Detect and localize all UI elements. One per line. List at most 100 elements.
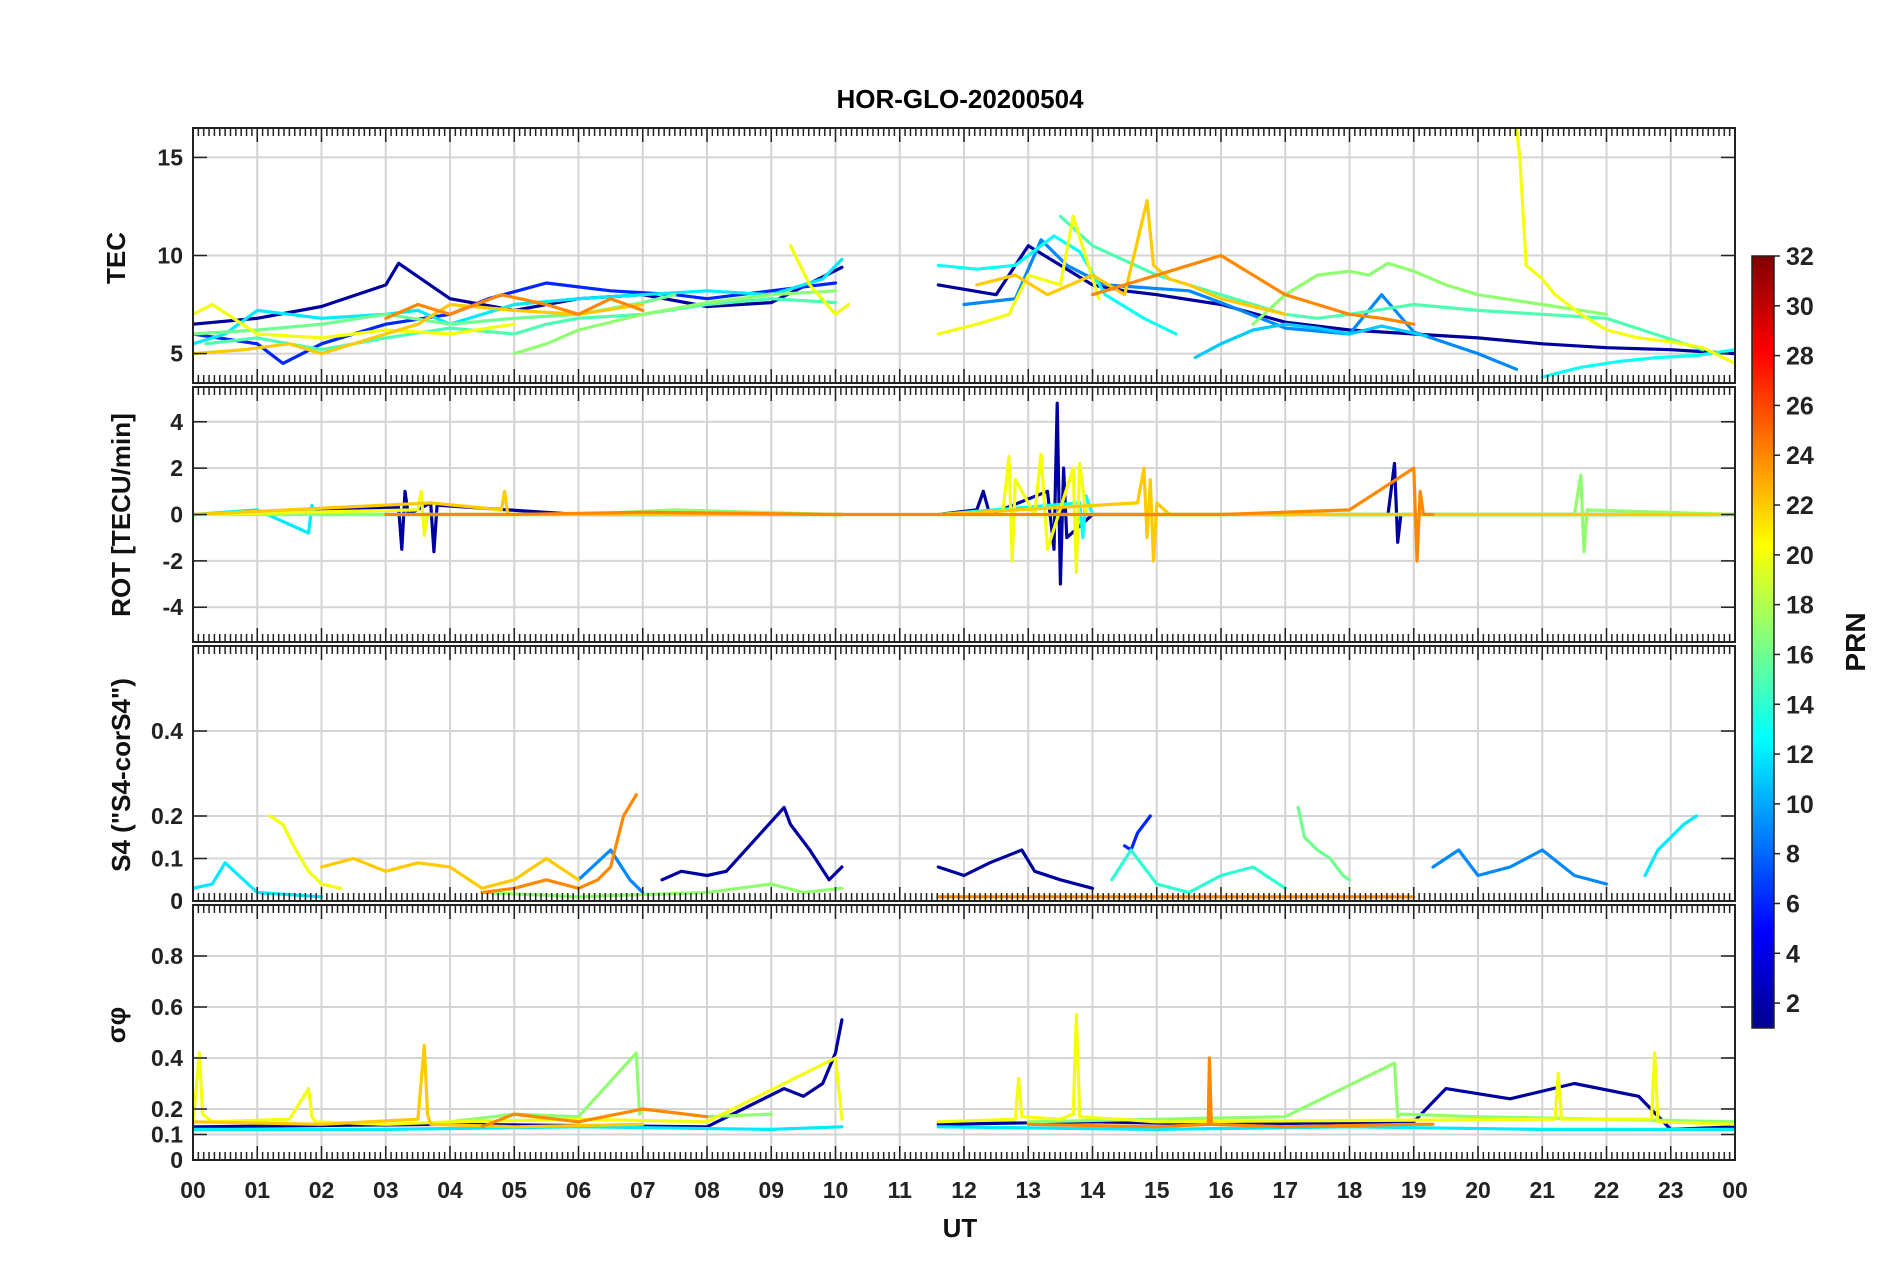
y-tick-label: 0.1	[151, 1122, 183, 1148]
x-tick-label: 12	[951, 1177, 977, 1203]
y-tick-label: 0	[170, 888, 183, 914]
series-line-prn-9	[1431, 848, 1609, 886]
x-tick-label: 05	[501, 1177, 527, 1203]
y-tick-label: 15	[157, 144, 183, 170]
series-line-prn-13	[1540, 348, 1735, 379]
series-line-prn-22	[319, 856, 581, 890]
series-line-prn-17	[1251, 261, 1609, 326]
series-line-prn-2	[936, 244, 1735, 356]
x-tick-label: 17	[1272, 1177, 1298, 1203]
colorbar-tick-label: 10	[1786, 791, 1814, 819]
colorbar-tick-label: 30	[1786, 293, 1814, 321]
x-tick-label: 10	[823, 1177, 849, 1203]
y-tick-label: 0.2	[151, 1096, 183, 1122]
panel-s4: 0 0.1 0.2 0.4 S4 ("S4-corS4")	[106, 645, 1736, 914]
series-line-prn-20	[936, 214, 1101, 336]
series-line-prn-20	[193, 1051, 844, 1126]
series-line-prn-12	[1643, 814, 1699, 878]
series-line-prn-15	[204, 297, 838, 352]
series-line-prn-20	[1515, 128, 1735, 365]
colorbar-gradient	[1751, 255, 1775, 1029]
series-line-prn-22	[193, 1043, 645, 1129]
x-tick-label: 00	[1722, 1177, 1748, 1203]
colorbar-tick-label: 6	[1786, 890, 1800, 918]
colorbar-tick-label: 22	[1786, 492, 1814, 520]
panel-rot: -4 -2 0 2 4 ROT [TECU/min]	[106, 386, 1736, 643]
series-line-prn-11	[1193, 322, 1429, 360]
x-tick-label: 22	[1594, 1177, 1620, 1203]
colorbar-tick-label: 24	[1786, 442, 1814, 470]
colorbar-tick-label: 20	[1786, 542, 1814, 570]
series-line-prn-6	[1123, 814, 1152, 852]
x-tick-label: 03	[373, 1177, 399, 1203]
series-line-prn-22	[975, 199, 1287, 316]
series-line-prn-2	[193, 261, 844, 326]
series-group	[193, 1013, 1735, 1131]
x-tick-label: 15	[1144, 1177, 1170, 1203]
y-tick-label: 0.4	[151, 1045, 183, 1071]
y-axis-label-sigma: σφ	[101, 1007, 131, 1043]
series-line-prn-16	[1296, 805, 1352, 882]
x-axis-label: UT	[943, 1213, 978, 1243]
series-line-prn-24	[1090, 253, 1416, 326]
x-tick-label: 19	[1401, 1177, 1427, 1203]
x-tick-label: 13	[1015, 1177, 1041, 1203]
series-line-prn-2	[936, 848, 1095, 890]
x-tick-label: 18	[1337, 1177, 1363, 1203]
series-line-prn-20	[193, 302, 516, 340]
colorbar-tick-label: 26	[1786, 392, 1814, 420]
y-axis-label-tec: TEC	[101, 232, 131, 284]
colorbar-tick-label: 28	[1786, 343, 1814, 371]
x-tick-label: 11	[888, 1177, 913, 1203]
y-tick-label: 0.1	[151, 846, 183, 872]
series-line-prn-2	[660, 805, 844, 882]
y-tick-label: 4	[170, 409, 183, 435]
x-tick-label: 07	[630, 1177, 656, 1203]
series-line-prn-15	[1058, 214, 1705, 352]
series-line-prn-22	[193, 302, 645, 356]
y-tick-label: 5	[170, 341, 183, 367]
panel-tec: 5 10 15 TEC	[101, 127, 1736, 384]
series-line-prn-20	[268, 814, 343, 890]
colorbar-tick-label: 2	[1786, 990, 1800, 1018]
colorbar-tick-label: 4	[1786, 940, 1800, 968]
colorbar-tick-label: 14	[1786, 691, 1814, 719]
series-line-prn-20	[936, 1013, 1735, 1126]
x-tick-label: 21	[1529, 1177, 1555, 1203]
y-axis-label-s4: S4 ("S4-corS4")	[106, 678, 136, 872]
colorbar-tick-label: 8	[1786, 841, 1800, 869]
series-line-prn-24	[384, 466, 1435, 563]
colorbar-tick-label: 12	[1786, 741, 1814, 769]
y-tick-label: 10	[157, 243, 183, 269]
x-tick-label: 02	[309, 1177, 335, 1203]
series-line-prn-14	[1110, 848, 1287, 895]
panel-frame	[192, 645, 1736, 902]
y-tick-label: 0.4	[151, 718, 183, 744]
series-line-prn-22	[936, 466, 1735, 563]
x-tick-label: 20	[1465, 1177, 1491, 1203]
chart-title: HOR-GLO-20200504	[836, 84, 1084, 114]
colorbar-tick-label: 18	[1786, 592, 1814, 620]
series-line-prn-2	[936, 401, 1735, 586]
y-tick-label: -4	[163, 594, 184, 620]
series-line-prn-17	[512, 289, 838, 356]
colorbar-label: PRN	[1840, 612, 1871, 671]
x-tick-label: 04	[437, 1177, 463, 1203]
x-tick-label: 09	[758, 1177, 784, 1203]
y-tick-label: 0.8	[151, 943, 183, 969]
y-axis-label-rot: ROT [TECU/min]	[106, 413, 136, 617]
y-tick-label: -2	[163, 548, 183, 574]
series-group	[193, 401, 1735, 586]
y-tick-label: 0	[170, 1147, 183, 1173]
x-tick-label: 01	[244, 1177, 270, 1203]
x-tick-label: 23	[1658, 1177, 1684, 1203]
panel-frame	[192, 386, 1736, 643]
series-line-prn-20	[788, 244, 850, 316]
panel-sigma: 00.10.2 0.4 0.6 0.8 σφ	[101, 904, 1736, 1173]
colorbar-tick-label: 16	[1786, 641, 1814, 669]
series-group	[193, 128, 1735, 379]
panel-frame	[192, 904, 1736, 1161]
